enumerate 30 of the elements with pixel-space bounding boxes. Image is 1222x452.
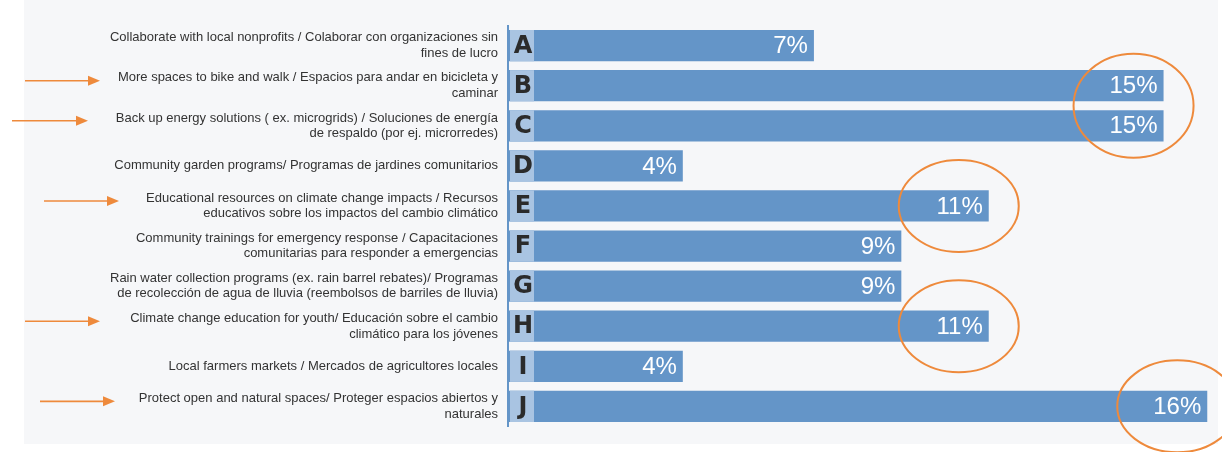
- data-label: 7%: [773, 31, 808, 59]
- annotation: A: [513, 30, 533, 59]
- y-tick-label: Community trainings for emergency response / Capacitaciones comunitarias para responder a emergencias: [135, 229, 499, 261]
- annotation: H: [512, 311, 534, 340]
- annotation: B: [513, 70, 533, 99]
- y-tick-label: Climate change education for youth/ Educación sobre el cambio climático para los jóvenes: [130, 309, 499, 341]
- y-tick-label: Collaborate with local nonprofits / Colaborar con organizaciones sin fines de lucro: [109, 29, 498, 61]
- y-tick-label: More spaces to bike and walk / Espacios para andar en bicicleta y caminar: [117, 69, 499, 101]
- y-tick-label: Educational resources on climate change impacts / Recursos educativos sobre los impactos del cambio climático: [146, 189, 499, 221]
- y-tick-label: Community garden programs/ Programas de jardines comunitarios: [114, 157, 499, 173]
- y-tick-label: Local farmers markets / Mercados de agricultores locales: [168, 357, 499, 373]
- data-label: 4%: [642, 151, 677, 179]
- data-label: 11%: [936, 191, 983, 219]
- data-label: 15%: [1109, 111, 1158, 139]
- data-label: 4%: [642, 351, 677, 379]
- annotation: D: [513, 151, 533, 180]
- annotation: E: [514, 191, 532, 220]
- annotation: I: [518, 351, 528, 380]
- data-label: 16%: [1153, 391, 1202, 419]
- data-label: 15%: [1109, 71, 1158, 99]
- annotation: F: [514, 231, 532, 260]
- y-tick-label: Back up energy solutions ( ex. microgrids) / Soluciones de energía de respaldo (por ej. microrredes): [115, 109, 499, 141]
- data-label: 11%: [936, 311, 983, 339]
- data-label: 9%: [860, 231, 896, 259]
- data-label: 9%: [860, 271, 896, 299]
- y-tick-label: Protect open and natural spaces/ Proteger espacios abiertos y naturales: [138, 390, 499, 421]
- annotation: J: [516, 391, 528, 420]
- y-tick-label: Rain water collection programs (ex. rain barrel rebates)/ Programas de recolección de agua de lluvia (reembolsos de barriles de lluvia): [110, 269, 499, 301]
- annotation: C: [514, 111, 532, 140]
- annotation: G: [513, 271, 533, 300]
